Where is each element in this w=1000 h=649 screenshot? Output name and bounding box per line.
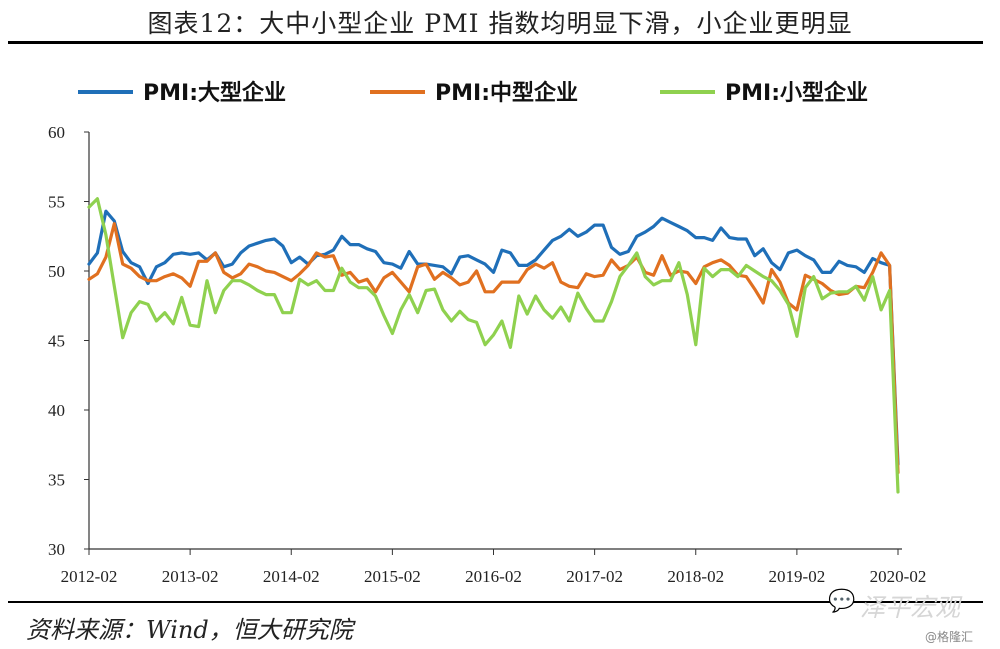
x-tick-label: 2013-02 bbox=[162, 567, 219, 586]
axes: 30 35 40 45 50 55 60 2012-02 2013-02 2014-02 2015-… bbox=[48, 123, 926, 586]
series-line-2 bbox=[87, 222, 900, 475]
legend-label-2: PMI:中型企业 bbox=[435, 80, 578, 106]
x-tick-label: 2014-02 bbox=[263, 567, 320, 586]
x-tick-label: 2020-02 bbox=[870, 567, 927, 586]
plot-area bbox=[87, 197, 900, 494]
footer-divider bbox=[8, 601, 983, 603]
x-tick-label: 2017-02 bbox=[566, 567, 623, 586]
title-divider bbox=[8, 41, 983, 44]
y-tick-label: 50 bbox=[48, 262, 65, 281]
series-line-1 bbox=[87, 209, 900, 466]
x-tick-label: 2016-02 bbox=[465, 567, 522, 586]
y-tick-label: 45 bbox=[48, 332, 65, 351]
series-line-3 bbox=[87, 197, 900, 494]
y-tick-label: 40 bbox=[48, 401, 65, 420]
watermark-credit: @格隆汇 bbox=[925, 630, 974, 644]
x-tick-label: 2012-02 bbox=[61, 567, 118, 586]
y-tick-label: 30 bbox=[48, 540, 65, 559]
y-tick-label: 35 bbox=[48, 471, 65, 490]
source-note: 资料来源：Wind，恒大研究院 bbox=[26, 616, 353, 644]
y-tick-label: 60 bbox=[48, 123, 65, 142]
x-tick-label: 2018-02 bbox=[667, 567, 724, 586]
y-tick-label: 55 bbox=[48, 193, 65, 212]
pmi-line-chart: PMI:大型企业 PMI:中型企业 PMI:小型企业 30 35 40 45 50 55 60 2… bbox=[48, 80, 926, 586]
x-tick-label: 2019-02 bbox=[769, 567, 826, 586]
legend-label-3: PMI:小型企业 bbox=[725, 80, 868, 106]
legend: PMI:大型企业 PMI:中型企业 PMI:小型企业 bbox=[78, 80, 868, 106]
watermark-text: 泽平宏观 bbox=[860, 593, 961, 622]
chart-title: 图表12：大中小型企业 PMI 指数均明显下滑，小企业更明显 bbox=[147, 9, 853, 38]
legend-label-1: PMI:大型企业 bbox=[143, 80, 286, 106]
x-tick-label: 2015-02 bbox=[364, 567, 421, 586]
wechat-logo-icon: 💬 bbox=[828, 589, 856, 614]
